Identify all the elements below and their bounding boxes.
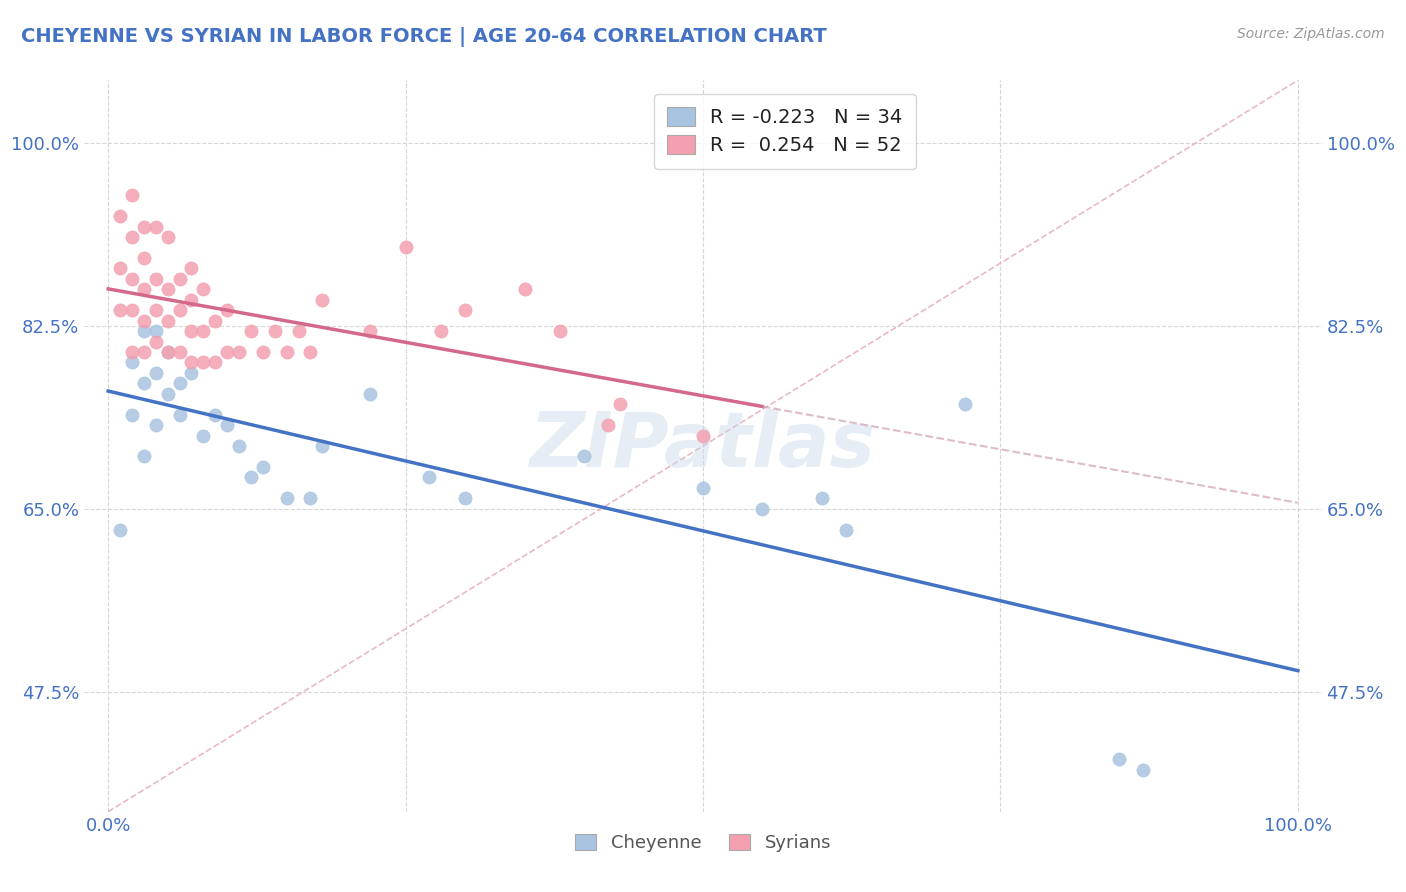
Point <box>811 491 834 506</box>
Point <box>169 345 191 359</box>
Point <box>299 345 322 359</box>
Point <box>204 408 226 422</box>
Point <box>180 261 202 276</box>
Point <box>1132 763 1154 777</box>
Point <box>121 188 143 202</box>
Point <box>276 491 298 506</box>
Point <box>311 293 333 307</box>
Point <box>359 324 381 338</box>
Point <box>121 230 143 244</box>
Point <box>132 324 155 338</box>
Point <box>156 345 179 359</box>
Point <box>454 303 477 318</box>
Text: ZIPatlas: ZIPatlas <box>530 409 876 483</box>
Point <box>359 386 381 401</box>
Point <box>239 470 262 484</box>
Point <box>145 303 167 318</box>
Point <box>548 324 571 338</box>
Point <box>394 240 416 254</box>
Point <box>751 501 773 516</box>
Point <box>180 293 202 307</box>
Point <box>108 303 131 318</box>
Point <box>239 324 262 338</box>
Point <box>180 324 202 338</box>
Point <box>156 230 179 244</box>
Point <box>228 439 250 453</box>
Point <box>132 345 155 359</box>
Text: Source: ZipAtlas.com: Source: ZipAtlas.com <box>1237 27 1385 41</box>
Point <box>953 397 976 411</box>
Point <box>217 303 239 318</box>
Point <box>156 282 179 296</box>
Point <box>252 345 274 359</box>
Point <box>193 324 215 338</box>
Point <box>132 313 155 327</box>
Point <box>287 324 309 338</box>
Point <box>299 491 322 506</box>
Point <box>169 376 191 391</box>
Point <box>121 355 143 369</box>
Point <box>204 313 226 327</box>
Point <box>193 428 215 442</box>
Point <box>169 408 191 422</box>
Point <box>513 282 536 296</box>
Point <box>217 418 239 433</box>
Text: CHEYENNE VS SYRIAN IN LABOR FORCE | AGE 20-64 CORRELATION CHART: CHEYENNE VS SYRIAN IN LABOR FORCE | AGE … <box>21 27 827 46</box>
Point <box>263 324 285 338</box>
Point <box>145 418 167 433</box>
Point <box>132 282 155 296</box>
Point <box>156 386 179 401</box>
Point <box>193 282 215 296</box>
Point <box>430 324 453 338</box>
Point <box>145 272 167 286</box>
Point <box>169 272 191 286</box>
Point <box>145 324 167 338</box>
Point <box>145 366 167 380</box>
Point <box>108 523 131 537</box>
Point <box>454 491 477 506</box>
Point <box>252 459 274 474</box>
Point <box>121 303 143 318</box>
Point <box>835 523 858 537</box>
Point <box>156 313 179 327</box>
Point <box>418 470 440 484</box>
Point <box>169 303 191 318</box>
Point <box>609 397 631 411</box>
Point <box>108 261 131 276</box>
Point <box>145 219 167 234</box>
Legend: Cheyenne, Syrians: Cheyenne, Syrians <box>565 825 841 861</box>
Point <box>132 219 155 234</box>
Point <box>228 345 250 359</box>
Point <box>156 345 179 359</box>
Point <box>180 355 202 369</box>
Point <box>132 450 155 464</box>
Point <box>132 251 155 265</box>
Point <box>121 272 143 286</box>
Point <box>132 376 155 391</box>
Point <box>121 408 143 422</box>
Point <box>276 345 298 359</box>
Point <box>108 209 131 223</box>
Point <box>145 334 167 349</box>
Point <box>204 355 226 369</box>
Point <box>180 366 202 380</box>
Point <box>311 439 333 453</box>
Point <box>193 355 215 369</box>
Point <box>217 345 239 359</box>
Point <box>596 418 619 433</box>
Point <box>121 345 143 359</box>
Point <box>692 428 714 442</box>
Point <box>572 450 595 464</box>
Point <box>1108 752 1130 766</box>
Point <box>692 481 714 495</box>
